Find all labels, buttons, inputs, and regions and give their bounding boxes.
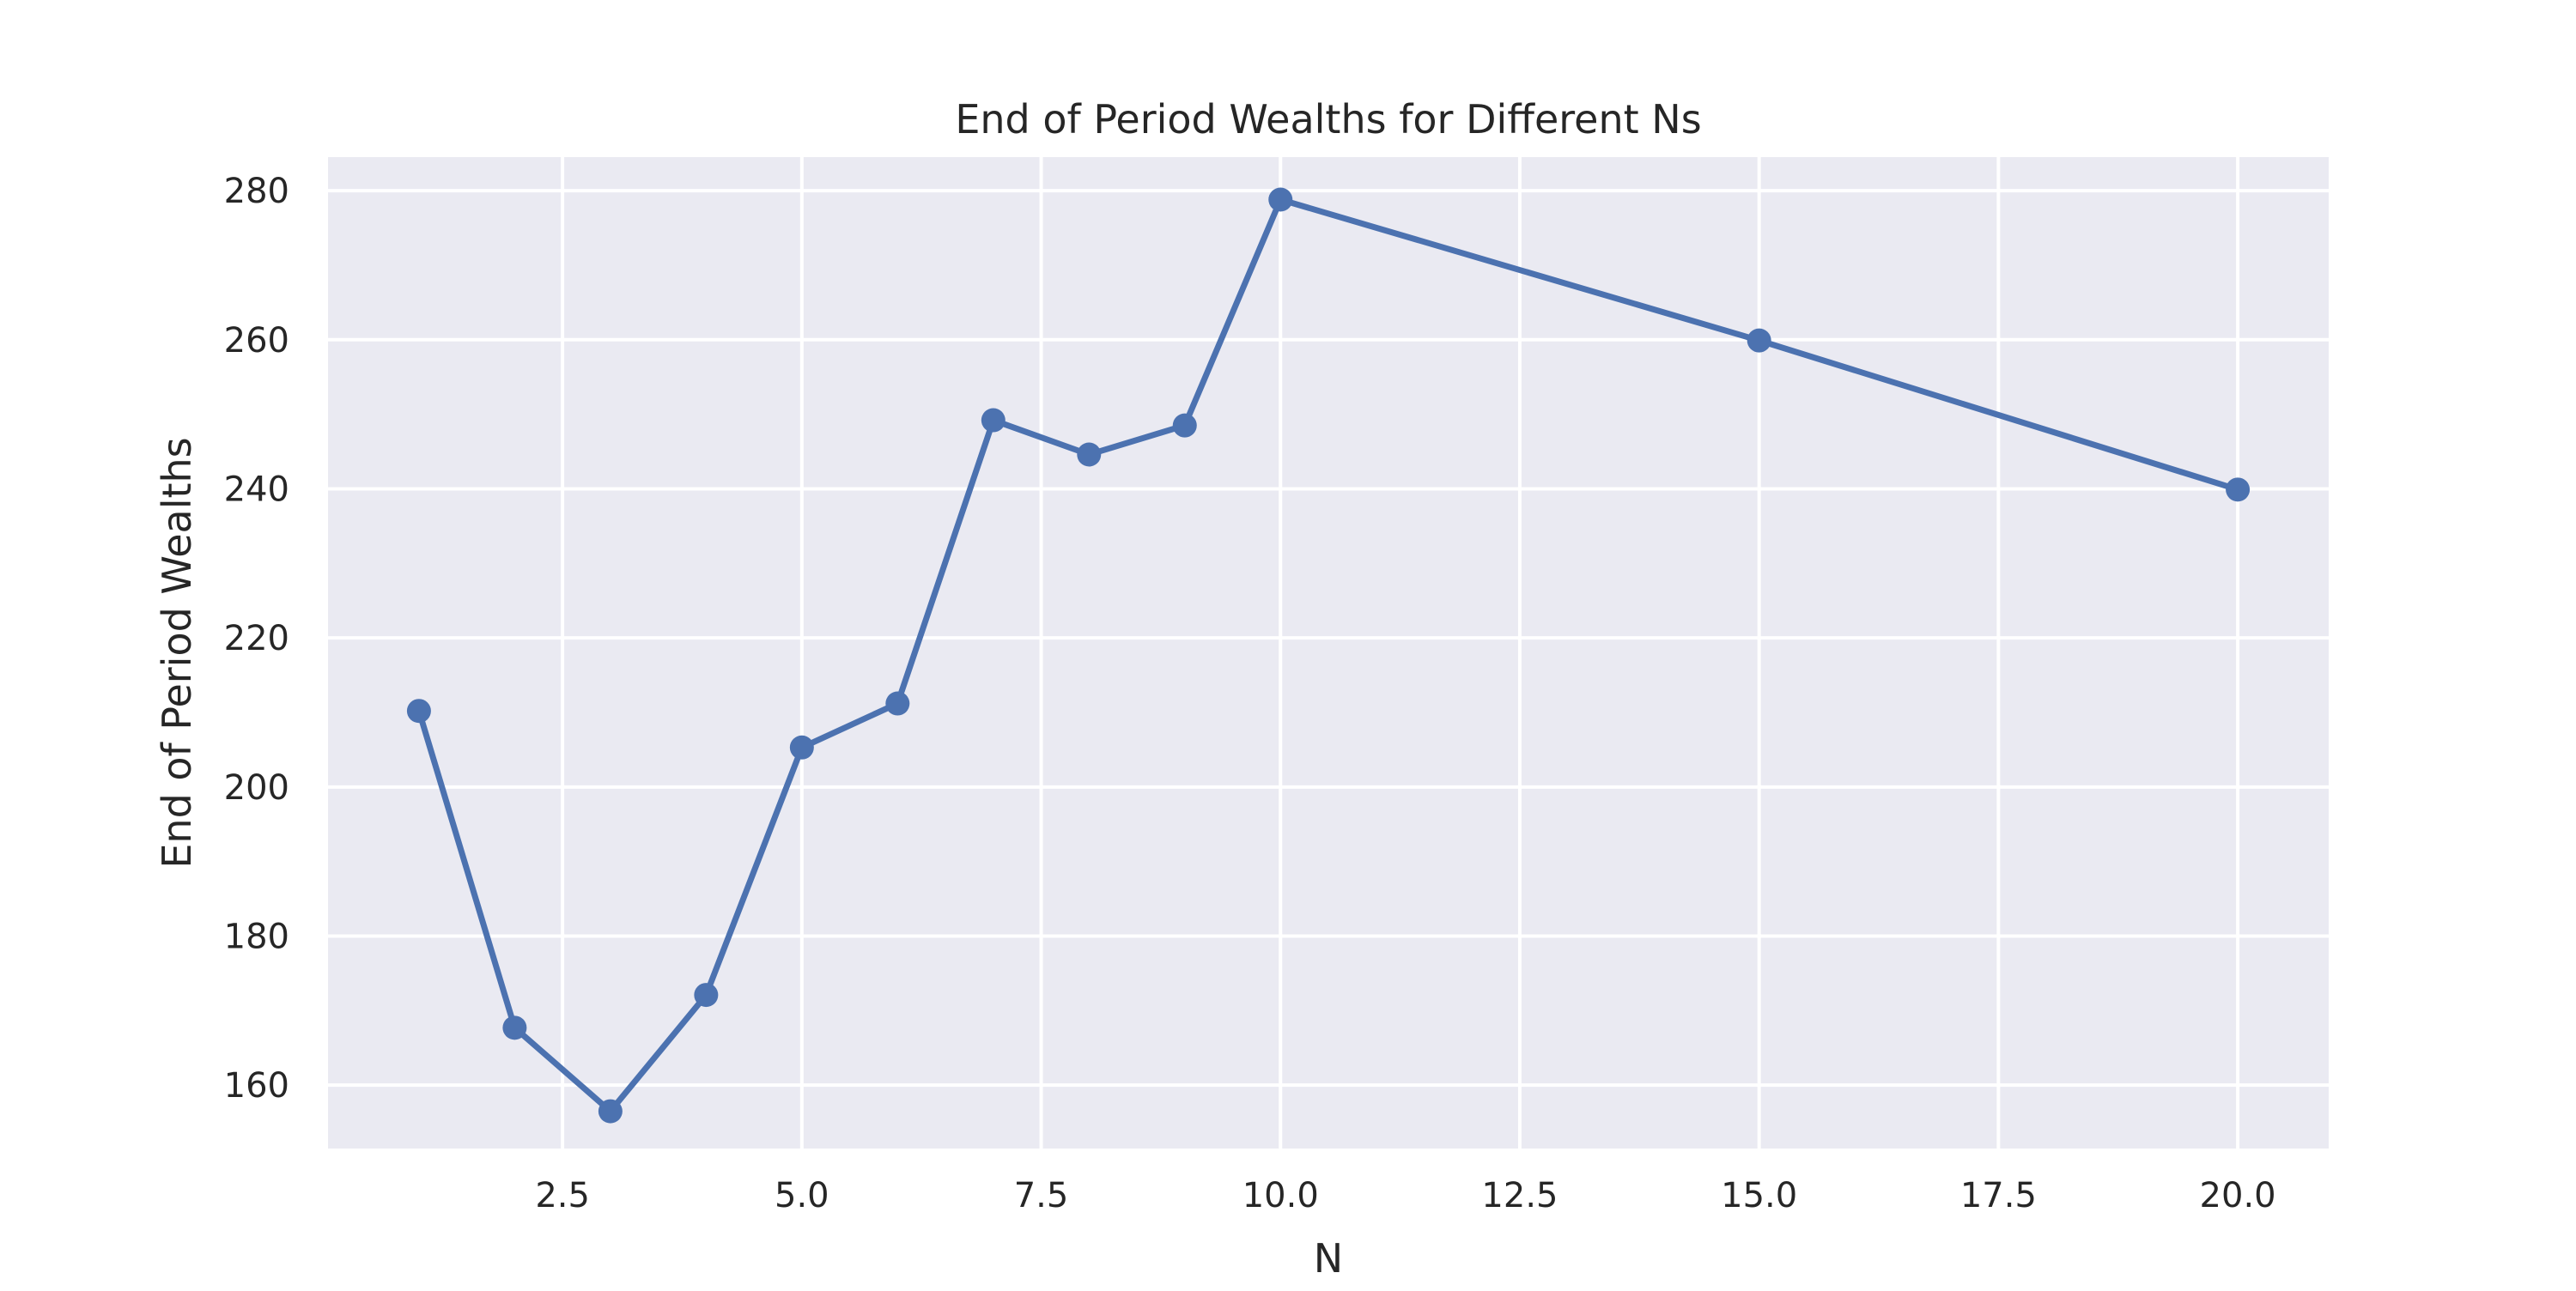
x-tick-labels: 2.5 5.0 7.5 10.0 12.5 15.0 17.5 20.0 bbox=[535, 1176, 2275, 1215]
x-tick-label: 2.5 bbox=[535, 1176, 590, 1215]
data-point bbox=[1077, 442, 1102, 467]
plot-area bbox=[328, 157, 2329, 1149]
y-tick-label: 240 bbox=[224, 470, 289, 509]
series-layer bbox=[406, 187, 2251, 1124]
series-line bbox=[416, 197, 2241, 1115]
data-point bbox=[885, 691, 910, 716]
data-point bbox=[502, 1015, 527, 1040]
y-tick-label: 220 bbox=[224, 619, 289, 658]
grid-lines bbox=[328, 157, 2329, 1149]
chart-title: End of Period Wealths for Different Ns bbox=[955, 96, 1701, 142]
data-point bbox=[1747, 328, 1771, 353]
x-axis-title: N bbox=[1314, 1235, 1343, 1282]
x-tick-label: 12.5 bbox=[1481, 1176, 1558, 1215]
y-axis-title: End of Period Wealths bbox=[154, 437, 200, 868]
data-point bbox=[694, 983, 719, 1008]
y-tick-labels: 160 180 200 220 240 260 280 bbox=[224, 172, 289, 1106]
data-point bbox=[981, 408, 1005, 433]
x-tick-label: 7.5 bbox=[1014, 1176, 1069, 1215]
data-point bbox=[2226, 477, 2251, 502]
data-point bbox=[598, 1099, 623, 1124]
data-point bbox=[406, 699, 431, 724]
x-tick-label: 20.0 bbox=[2200, 1176, 2276, 1215]
x-tick-label: 17.5 bbox=[1960, 1176, 2037, 1215]
y-tick-label: 200 bbox=[224, 768, 289, 808]
x-tick-label: 5.0 bbox=[775, 1176, 829, 1215]
data-point bbox=[789, 735, 814, 760]
x-tick-label: 15.0 bbox=[1721, 1176, 1797, 1215]
y-tick-label: 280 bbox=[224, 172, 289, 211]
data-point bbox=[1268, 187, 1293, 212]
data-point bbox=[1172, 413, 1197, 438]
x-tick-label: 10.0 bbox=[1242, 1176, 1319, 1215]
y-tick-label: 180 bbox=[224, 918, 289, 957]
y-tick-label: 260 bbox=[224, 321, 289, 361]
y-tick-label: 160 bbox=[224, 1066, 289, 1106]
